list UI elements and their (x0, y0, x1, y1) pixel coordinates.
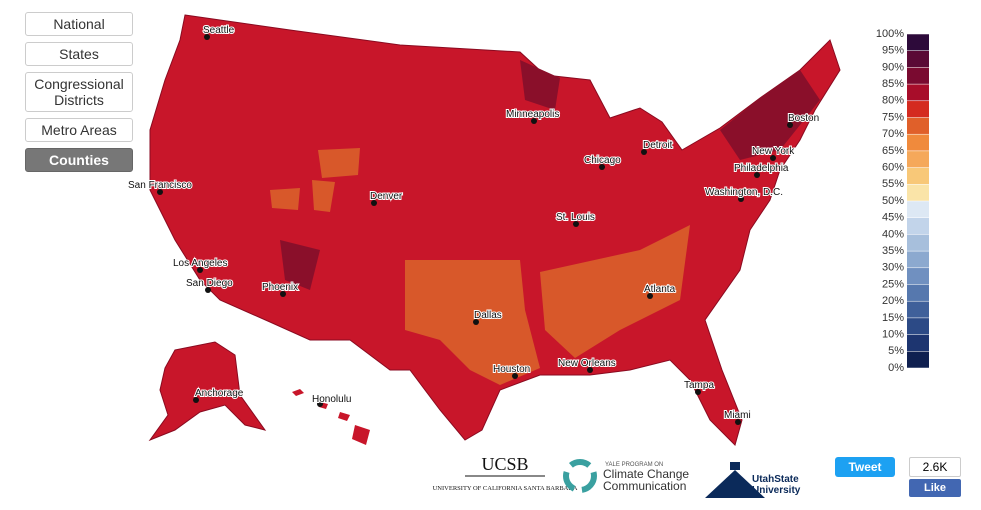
city-label: Detroit (643, 140, 673, 151)
city-label: Denver (370, 191, 403, 202)
legend-swatch (907, 34, 929, 51)
legend-label: 90% (882, 61, 904, 73)
legend-swatch (907, 134, 929, 151)
yale-small: YALE PROGRAM ON (605, 462, 663, 468)
yale-name: Climate Change Communication (603, 468, 690, 493)
city-label: Houston (493, 364, 530, 375)
legend-swatch (907, 334, 929, 352)
tweet-button[interactable]: Tweet (835, 457, 895, 477)
ucsb-subtitle: UNIVERSITY OF CALIFORNIA SANTA BARBARA (433, 485, 578, 492)
nav-button[interactable]: National (25, 12, 133, 36)
city-label: Los Angeles (173, 258, 228, 269)
legend-swatch (907, 50, 929, 68)
city-label: New York (752, 146, 795, 157)
region-dark (280, 60, 820, 290)
legend-label: 30% (882, 262, 904, 274)
legend-label: 65% (882, 145, 904, 157)
legend: 100% 95% 90% 85% 80% 75% 70% 65% 60% 55% 50% 45% 40%… (876, 28, 929, 374)
utah-name-box: UtahState University (752, 474, 801, 496)
city-label: Washington, D.C. (705, 187, 783, 198)
city-label: Seattle (203, 25, 235, 36)
nav-button[interactable]: Congressional Districts (25, 72, 133, 112)
legend-label: 10% (882, 329, 904, 341)
legend-label: 85% (882, 78, 904, 90)
legend-label: 0% (888, 362, 904, 374)
legend-label: 5% (888, 345, 904, 357)
legend-swatch (907, 351, 929, 368)
nav-button[interactable]: States (25, 42, 133, 66)
legend-swatch (907, 251, 929, 268)
yale-name-box: Climate Change Communication (603, 468, 690, 493)
like-count: 2.6K (909, 457, 961, 477)
city-label: Honolulu (312, 394, 351, 405)
utah-name: UtahState University (752, 474, 801, 496)
us-map (149, 14, 841, 446)
alaska (148, 341, 267, 442)
utah-logo-mark (705, 462, 765, 498)
city-markers (157, 34, 793, 425)
legend-swatch (907, 317, 929, 335)
city-label: Atlanta (644, 284, 676, 295)
legend-label: 100% (876, 28, 904, 40)
hawaii (292, 389, 370, 445)
legend-swatch (907, 150, 929, 168)
legend-label: 50% (882, 195, 904, 207)
city-label: Chicago (584, 155, 621, 166)
yale-logo-mark (563, 459, 597, 493)
legend-swatch (907, 167, 929, 185)
city-label: Boston (788, 113, 819, 124)
ucsb-logo: UCSB (481, 454, 528, 474)
region-orange (540, 225, 690, 358)
legend-label: 70% (882, 128, 904, 140)
legend-label: 45% (882, 212, 904, 224)
region-orange (270, 148, 360, 212)
city-label: New Orleans (558, 358, 616, 369)
city-label: San Diego (186, 278, 233, 289)
legend-swatch (907, 67, 929, 85)
city-label: Anchorage (195, 388, 244, 399)
legend-swatch (907, 117, 929, 135)
legend-swatch (907, 184, 929, 201)
legend-swatch (907, 217, 929, 235)
city-label: Phoenix (262, 282, 298, 293)
like-button[interactable]: Like (909, 479, 961, 497)
legend-label: 25% (882, 278, 904, 290)
legend-swatch (907, 267, 929, 285)
legend-swatch (907, 84, 929, 101)
legend-label: 20% (882, 295, 904, 307)
city-label: Philadelphia (734, 163, 789, 174)
legend-label: 60% (882, 162, 904, 174)
city-label: Dallas (474, 310, 502, 321)
legend-swatch (907, 100, 929, 118)
city-label: St. Louis (556, 212, 595, 223)
city-label: Tampa (684, 380, 714, 391)
legend-label: 40% (882, 228, 904, 240)
legend-swatch (907, 201, 929, 218)
legend-label: 15% (882, 312, 904, 324)
legend-label: 95% (882, 45, 904, 57)
legend-swatch (907, 234, 929, 252)
legend-label: 35% (882, 245, 904, 257)
city-label: Miami (724, 410, 751, 421)
nav-button[interactable]: Counties (25, 148, 133, 172)
legend-label: 75% (882, 111, 904, 123)
nav-button[interactable]: Metro Areas (25, 118, 133, 142)
region-orange (405, 260, 540, 385)
city-label: Minneapolis (506, 109, 559, 120)
legend-swatch (907, 301, 929, 318)
legend-swatch (907, 284, 929, 302)
city-label: San Francisco (128, 180, 192, 191)
legend-label: 55% (882, 178, 904, 190)
legend-label: 80% (882, 95, 904, 107)
